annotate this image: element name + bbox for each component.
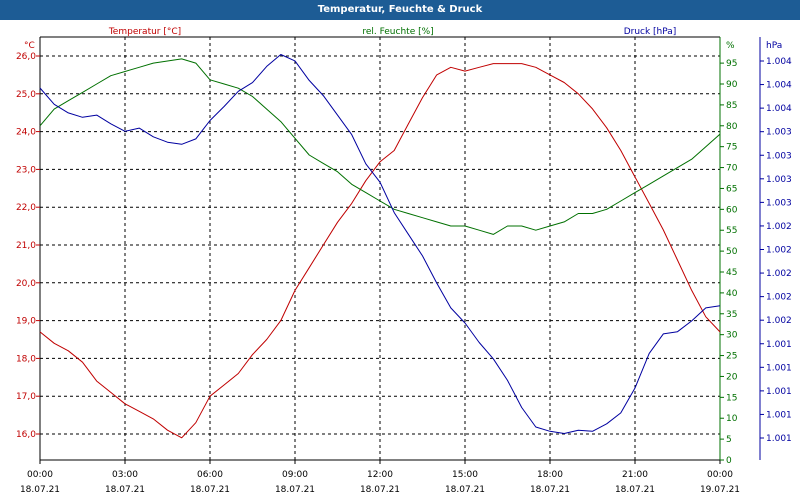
x-tick-label-time: 15:00 <box>452 470 478 480</box>
pressure-unit-label: hPa <box>766 41 782 51</box>
temperature-tick-label: 22,0 <box>16 203 36 213</box>
x-tick-label-time: 00:00 <box>707 470 733 480</box>
humidity-tick-label: 5 <box>726 435 732 445</box>
x-tick-label-date: 18.07.21 <box>20 485 60 495</box>
pressure-tick-label: 1.003 <box>766 128 792 138</box>
temperature-axis-title: Temperatur [°C] <box>108 27 181 37</box>
humidity-tick-label: 70 <box>726 164 738 174</box>
grid <box>40 37 720 460</box>
pressure-tick-label: 1.004 <box>766 57 792 67</box>
temperature-tick-label: 23,0 <box>16 165 36 175</box>
humidity-tick-label: 95 <box>726 59 737 69</box>
x-tick-label-date: 18.07.21 <box>445 485 485 495</box>
x-tick-label-time: 06:00 <box>197 470 223 480</box>
x-tick-label-date: 18.07.21 <box>275 485 315 495</box>
humidity-tick-label: 45 <box>726 268 737 278</box>
humidity-tick-label: 20 <box>726 372 738 382</box>
x-tick-label-date: 18.07.21 <box>105 485 145 495</box>
pressure-tick-label: 1.003 <box>766 175 792 185</box>
humidity-tick-label: 60 <box>726 205 738 215</box>
chart-title-bar: Temperatur, Feuchte & Druck <box>0 0 800 20</box>
temperature-tick-label: 19,0 <box>16 317 36 327</box>
temperature-tick-label: 20,0 <box>16 279 36 289</box>
x-tick-label-time: 18:00 <box>537 470 563 480</box>
x-tick-label-time: 03:00 <box>112 470 138 480</box>
x-tick-label-date: 18.07.21 <box>530 485 570 495</box>
pressure-tick-label: 1.001 <box>766 340 792 350</box>
x-tick-label-time: 21:00 <box>622 470 648 480</box>
axis-labels: 00:00 18.07.21 03:00 18.07.21 06:00 18.07.21 0… <box>16 27 792 495</box>
humidity-tick-label: 30 <box>726 331 738 341</box>
humidity-unit-label: % <box>726 41 735 51</box>
temperature-tick-label: 17,0 <box>16 392 36 402</box>
pressure-tick-label: 1.002 <box>766 316 792 326</box>
series-group <box>39 54 721 439</box>
humidity-series-line <box>39 58 721 235</box>
temperature-tick-label: 16,0 <box>16 430 36 440</box>
x-tick-label-time: 09:00 <box>282 470 308 480</box>
humidity-tick-label: 65 <box>726 184 737 194</box>
x-tick-label-date: 18.07.21 <box>615 485 655 495</box>
humidity-tick-label: 15 <box>726 393 737 403</box>
pressure-tick-label: 1.003 <box>766 198 792 208</box>
x-tick-label-date: 19.07.21 <box>700 485 740 495</box>
humidity-axis-title: rel. Feuchte [%] <box>362 27 433 37</box>
humidity-tick-label: 25 <box>726 352 737 362</box>
temperature-tick-label: 26,0 <box>16 52 36 62</box>
temperature-tick-label: 25,0 <box>16 90 36 100</box>
pressure-tick-label: 1.004 <box>766 104 792 114</box>
humidity-tick-label: 80 <box>726 122 738 132</box>
humidity-tick-label: 85 <box>726 101 737 111</box>
temperature-series-line <box>39 63 721 439</box>
x-tick-label-date: 18.07.21 <box>190 485 230 495</box>
x-tick-label-time: 12:00 <box>367 470 393 480</box>
temperature-tick-label: 21,0 <box>16 241 36 251</box>
x-tick-label-time: 00:00 <box>27 470 53 480</box>
humidity-tick-label: 0 <box>726 456 732 466</box>
pressure-tick-label: 1.001 <box>766 434 792 444</box>
pressure-tick-label: 1.003 <box>766 151 792 161</box>
temperature-unit-label: °C <box>24 41 35 51</box>
humidity-tick-label: 75 <box>726 143 737 153</box>
pressure-tick-label: 1.002 <box>766 269 792 279</box>
axes <box>36 36 764 464</box>
pressure-tick-label: 1.002 <box>766 222 792 232</box>
pressure-axis-title: Druck [hPa] <box>624 27 677 37</box>
pressure-tick-label: 1.001 <box>766 363 792 373</box>
pressure-tick-label: 1.001 <box>766 387 792 397</box>
pressure-tick-label: 1.002 <box>766 246 792 256</box>
x-tick-label-date: 18.07.21 <box>360 485 400 495</box>
humidity-tick-label: 35 <box>726 310 737 320</box>
humidity-tick-label: 50 <box>726 247 738 257</box>
humidity-tick-label: 90 <box>726 80 738 90</box>
temperature-tick-label: 24,0 <box>16 128 36 138</box>
humidity-tick-label: 40 <box>726 289 738 299</box>
humidity-tick-label: 55 <box>726 226 737 236</box>
pressure-tick-label: 1.001 <box>766 410 792 420</box>
pressure-series-line <box>39 54 721 434</box>
humidity-tick-label: 10 <box>726 414 738 424</box>
pressure-tick-label: 1.004 <box>766 81 792 91</box>
pressure-tick-label: 1.002 <box>766 293 792 303</box>
temperature-tick-label: 18,0 <box>16 354 36 364</box>
chart: 00:00 18.07.21 03:00 18.07.21 06:00 18.07.21 0… <box>0 20 800 500</box>
